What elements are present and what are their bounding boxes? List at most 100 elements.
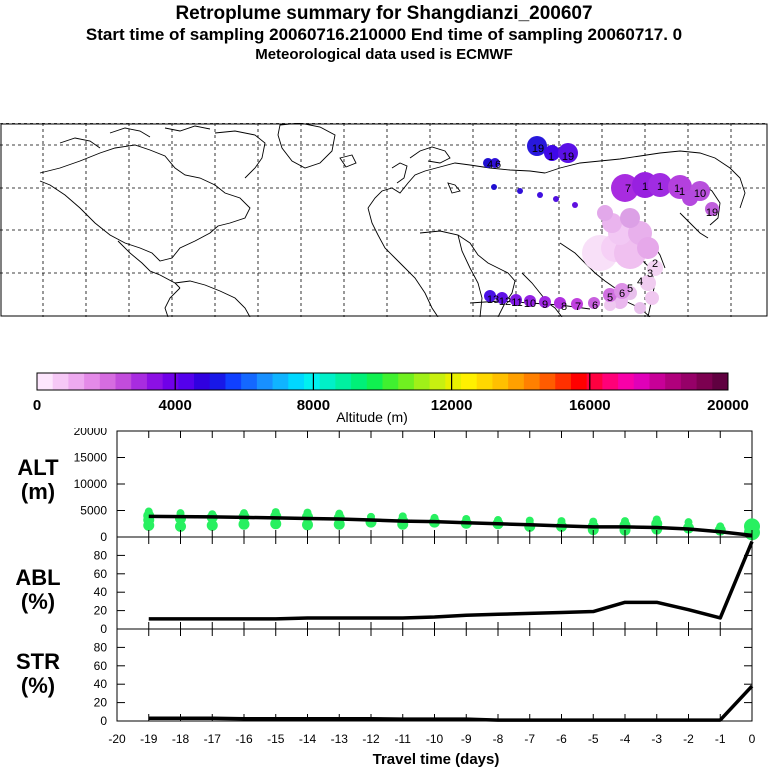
x-tick-label: -8 (493, 732, 504, 746)
y-tick-label: 0 (100, 714, 107, 728)
colorbar-cell (508, 373, 525, 390)
plume-marker (637, 237, 659, 259)
plume-marker (640, 275, 656, 291)
plume-label: 10 (694, 188, 706, 200)
str-panel-label: STR (%) (8, 650, 68, 698)
x-tick-label: -13 (331, 732, 349, 746)
colorbar-cell (99, 373, 117, 390)
plume-label: 1 (679, 186, 685, 198)
colorbar-cell (539, 373, 556, 390)
alt-panel-label: ALT (m) (8, 456, 68, 504)
plume-label: 12 (499, 296, 511, 308)
colorbar-cell (712, 373, 729, 390)
colorbar-cell (68, 373, 85, 390)
colorbar-cell (366, 373, 383, 390)
plume-marker (634, 302, 646, 314)
plume-marker (682, 190, 698, 206)
plume-marker (572, 202, 578, 208)
x-tick-label: -10 (426, 732, 444, 746)
plume-marker (517, 188, 523, 194)
colorbar-cell (476, 373, 493, 390)
altitude-colorbar: 0 4000 8000 12000 16000 20000 Altitude (m) (33, 372, 749, 425)
colorbar-frame (36, 372, 729, 391)
x-tick-label: -20 (108, 732, 126, 746)
plume-marker (620, 208, 640, 228)
colorbar-cell (382, 373, 399, 390)
colorbar-cell (649, 373, 666, 390)
alt-series-line (148, 514, 753, 538)
plume-marker (537, 192, 543, 198)
alt-dot (238, 518, 250, 530)
panel-frame (116, 628, 753, 722)
x-tick-label: -2 (683, 732, 694, 746)
colorbar-cell (146, 373, 164, 390)
y-tick-label: 15000 (74, 451, 108, 465)
x-tick-label: -7 (524, 732, 535, 746)
colorbar-cell (429, 373, 446, 390)
plume-marker (491, 184, 497, 190)
plume-label: 4 (487, 159, 493, 171)
y-tick-label: 40 (94, 585, 108, 599)
x-tick-label: -9 (461, 732, 472, 746)
x-tick-label: -17 (204, 732, 222, 746)
plume-marker (490, 158, 500, 168)
x-tick-label: -6 (556, 732, 567, 746)
colorbar-cell (303, 373, 321, 390)
colorbar-cell (84, 373, 101, 390)
plume-label: 1 (642, 181, 648, 193)
y-tick-label: 60 (94, 659, 108, 673)
x-tick-label: -5 (588, 732, 599, 746)
colorbar-tick-label: 20000 (707, 397, 749, 414)
x-tick-label: -15 (267, 732, 285, 746)
abl-panel-label: ABL (%) (8, 566, 68, 614)
alt-dot (206, 519, 218, 531)
y-tick-label: 80 (94, 640, 108, 654)
colorbar-cell (225, 373, 242, 390)
colorbar-cell (52, 373, 69, 390)
plume-marker (553, 196, 559, 202)
colorbar-cell (523, 373, 541, 390)
y-tick-label: 10000 (74, 477, 108, 491)
plume-label: 6 (592, 300, 598, 312)
plume-marker (484, 290, 496, 302)
plume-label: 7 (625, 183, 631, 195)
colorbar-label: Altitude (m) (336, 409, 408, 425)
title-line-1: Retroplume summary for Shangdianzi_20060… (175, 3, 593, 24)
abl-label-line2: (%) (20, 589, 56, 614)
colorbar-cell (209, 373, 226, 390)
colorbar-cell (696, 373, 713, 390)
plume-marker (603, 288, 617, 302)
plume-marker (604, 299, 616, 311)
y-tick-label: 20 (94, 604, 108, 618)
colorbar-cell (256, 373, 274, 390)
plume-label: 10 (524, 298, 536, 310)
x-tick-label: -16 (235, 732, 253, 746)
plume-marker (645, 291, 659, 305)
title-line-3: Meteorological data used is ECMWF (255, 46, 513, 63)
colorbar-cell (633, 373, 650, 390)
colorbar-cell (398, 373, 415, 390)
colorbar-tick-label: 8000 (297, 397, 330, 414)
x-tick-label: -4 (620, 732, 631, 746)
colorbar-cell (272, 373, 289, 390)
str-series-line (148, 684, 754, 722)
plume-label: 9 (542, 299, 548, 311)
plume-label: 2 (652, 258, 658, 270)
y-tick-label: 20000 (74, 428, 108, 438)
colorbar-cell (288, 373, 305, 390)
plume-marker (544, 145, 560, 161)
plume-label: 19 (706, 207, 718, 219)
colorbar-cell (492, 373, 509, 390)
plume-marker (527, 136, 547, 156)
colorbar-cell (602, 373, 619, 390)
y-tick-label: 60 (94, 567, 108, 581)
x-tick-label: -1 (715, 732, 726, 746)
plume-label: 5 (627, 283, 633, 295)
plume-label: 5 (607, 292, 613, 304)
abl-label-line1: ABL (15, 565, 61, 590)
plume-label: 6 (619, 288, 625, 300)
plume-label: 1 (657, 181, 663, 193)
x-tick-label: -18 (172, 732, 190, 746)
alt-dot (143, 519, 155, 531)
y-tick-label: 5000 (80, 504, 107, 518)
